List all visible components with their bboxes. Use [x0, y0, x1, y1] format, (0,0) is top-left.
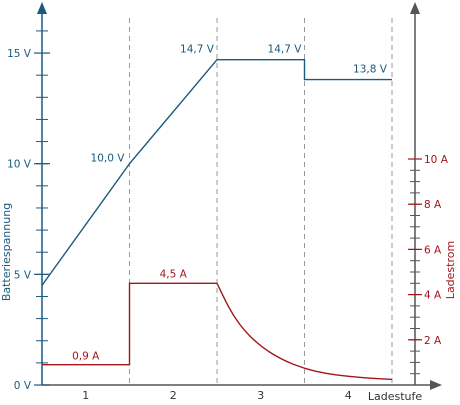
voltage-tick-label: 5 V — [14, 269, 32, 281]
current-axis-arrow — [410, 2, 420, 14]
current-data-label: 0,9 A — [72, 351, 100, 363]
current-tick-label: 8 A — [424, 199, 442, 211]
current-data-label: 4,5 A — [160, 268, 188, 280]
voltage-tick-label: 10 V — [7, 159, 32, 171]
voltage-data-label: 10,0 V — [91, 153, 126, 165]
x-axis-title: Ladestufe — [368, 390, 423, 403]
current-tick-label: 10 A — [424, 154, 449, 166]
current-tick-label: 6 A — [424, 244, 442, 256]
x-axis-arrow — [430, 380, 442, 390]
voltage-tick-label: 15 V — [7, 48, 32, 60]
stage-label: 4 — [345, 389, 352, 402]
voltage-axis-arrow — [37, 2, 47, 14]
stage-label: 3 — [257, 389, 264, 402]
voltage-axis-title: Batteriespannung — [0, 203, 13, 301]
current-tick-label: 2 A — [424, 335, 442, 347]
current-axis-title: Ladestrom — [444, 241, 457, 299]
stage-label: 2 — [170, 389, 177, 402]
current-series-line — [42, 282, 393, 381]
voltage-data-label: 14,7 V — [268, 44, 303, 56]
stage-label: 1 — [82, 389, 89, 402]
voltage-series-line — [41, 59, 392, 286]
current-tick-label: 4 A — [424, 290, 442, 302]
voltage-data-label: 14,7 V — [180, 44, 215, 56]
voltage-data-label: 13,8 V — [353, 64, 388, 76]
voltage-tick-label: 0 V — [14, 380, 32, 392]
